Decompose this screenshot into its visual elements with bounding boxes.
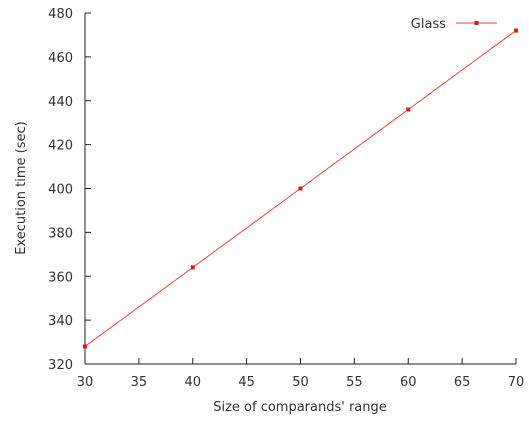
y-tick-label: 420 <box>48 139 73 154</box>
x-tick-label: 45 <box>238 375 255 390</box>
legend-label-glass: Glass <box>411 17 446 32</box>
x-tick-label: 65 <box>454 375 471 390</box>
x-tick-label: 70 <box>508 375 525 390</box>
x-tick-label: 30 <box>77 375 94 390</box>
legend: Glass <box>411 17 497 32</box>
y-tick-label: 320 <box>48 358 73 373</box>
data-point <box>83 344 87 349</box>
y-tick-label: 480 <box>48 7 73 22</box>
data-point <box>190 265 195 270</box>
y-axis-label: Execution time (sec) <box>14 121 29 255</box>
x-tick-label: 50 <box>292 375 309 390</box>
x-tick-label: 55 <box>346 375 363 390</box>
x-tick-label: 35 <box>131 375 148 390</box>
x-axis-label: Size of comparands' range <box>213 400 387 415</box>
plot-area <box>83 28 518 349</box>
y-tick-label: 440 <box>48 95 73 110</box>
x-tick-label: 40 <box>184 375 201 390</box>
y-tick-label: 340 <box>48 314 73 329</box>
y-tick-label: 380 <box>48 226 73 241</box>
y-tick-label: 460 <box>48 51 73 66</box>
x-ticks: 30 35 40 45 50 55 60 65 70 <box>77 358 525 390</box>
legend-marker-glass <box>474 21 479 25</box>
y-ticks: 320 340 360 380 400 420 440 460 480 <box>48 7 91 373</box>
y-tick-label: 360 <box>48 270 73 285</box>
y-tick-label: 400 <box>48 183 73 198</box>
x-tick-label: 60 <box>400 375 417 390</box>
data-point <box>406 107 411 112</box>
data-point <box>514 28 518 33</box>
data-point <box>298 186 303 191</box>
